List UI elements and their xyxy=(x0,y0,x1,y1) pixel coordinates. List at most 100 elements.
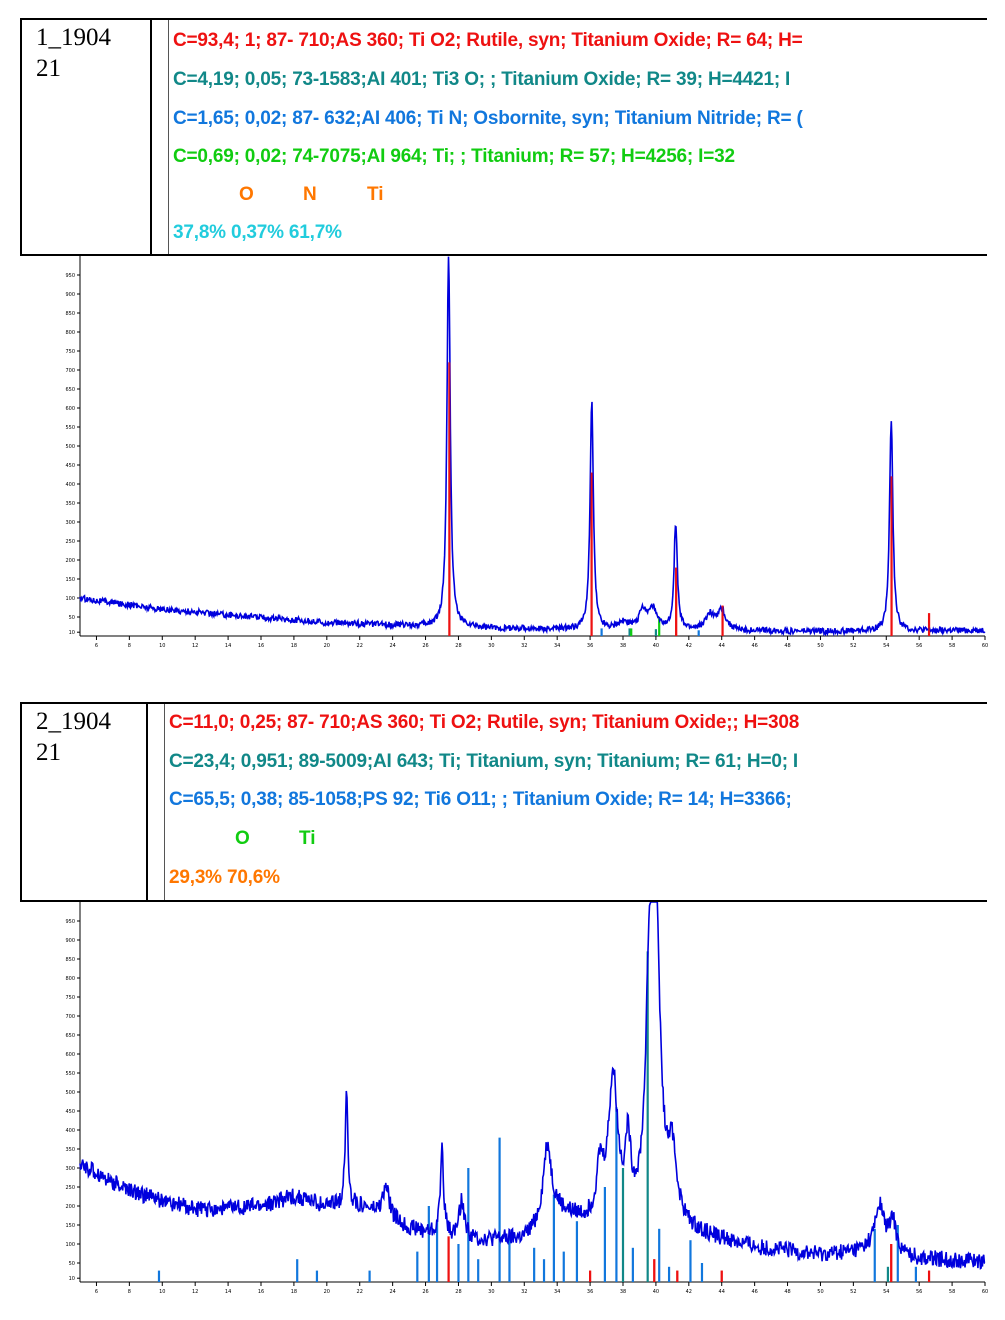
sample-id-line2: 21 xyxy=(36,739,61,766)
x-tick-label: 24 xyxy=(389,643,395,649)
y-tick-label: 700 xyxy=(65,368,75,374)
x-tick-label: 36 xyxy=(587,1289,593,1295)
x-tick-label: 34 xyxy=(554,643,560,649)
y-tick-label: 50 xyxy=(69,1261,75,1267)
sample-id-line1: 2_1904 xyxy=(36,708,111,735)
y-tick-label: 650 xyxy=(65,387,75,393)
sample-id-cell-2: 2_1904 21 xyxy=(22,704,148,900)
sample-id-line1: 1_1904 xyxy=(36,24,111,51)
reference-sticks-overlay xyxy=(448,362,931,636)
x-tick-label: 18 xyxy=(291,643,297,649)
y-tick-label: 600 xyxy=(65,1052,75,1058)
x-tick-label: 58 xyxy=(949,643,955,649)
x-tick-label: 42 xyxy=(686,643,692,649)
x-tick-label: 12 xyxy=(192,643,198,649)
x-tick-label: 8 xyxy=(128,643,131,649)
x-tick-label: 14 xyxy=(225,643,231,649)
x-tick-label: 16 xyxy=(258,643,264,649)
y-tick-label: 500 xyxy=(65,444,75,450)
x-tick-label: 22 xyxy=(357,1289,363,1295)
x-tick-label: 50 xyxy=(817,643,823,649)
x-tick-label: 52 xyxy=(850,643,856,649)
phase-match-1-4: C=0,69; 0,02; 74-7075;AI 964; Ti; ; Tita… xyxy=(173,146,735,167)
x-tick-label: 60 xyxy=(982,643,988,649)
x-tick-label: 54 xyxy=(883,643,889,649)
x-tick-label: 50 xyxy=(817,1289,823,1295)
sample-id-line2: 21 xyxy=(36,55,61,82)
x-tick-label: 10 xyxy=(159,643,165,649)
x-tick-label: 60 xyxy=(982,1289,988,1295)
axes: 1050100150200250300350400450500550600650… xyxy=(65,902,988,1295)
x-tick-label: 42 xyxy=(686,1289,692,1295)
y-tick-label: 800 xyxy=(65,976,75,982)
x-tick-label: 14 xyxy=(225,1289,231,1295)
y-tick-label: 150 xyxy=(65,577,75,583)
y-tick-label: 300 xyxy=(65,520,75,526)
measured-trace xyxy=(79,256,986,637)
x-tick-label: 6 xyxy=(95,1289,98,1295)
y-tick-label: 750 xyxy=(65,349,75,355)
result-table-2: 2_1904 21 C=11,0; 0,25; 87- 710;AS 360; … xyxy=(20,702,987,902)
x-tick-label: 26 xyxy=(422,643,428,649)
x-tick-label: 22 xyxy=(357,643,363,649)
x-tick-label: 48 xyxy=(784,643,790,649)
y-tick-label: 650 xyxy=(65,1033,75,1039)
y-tick-label: 10 xyxy=(69,630,75,636)
reference-sticks-overlay xyxy=(447,1236,931,1282)
x-tick-label: 6 xyxy=(95,643,98,649)
x-tick-label: 28 xyxy=(455,643,461,649)
y-tick-label: 950 xyxy=(65,919,75,925)
fractions-1: 37,8% 0,37% 61,7% xyxy=(173,222,342,243)
x-tick-label: 18 xyxy=(291,1289,297,1295)
x-tick-label: 26 xyxy=(422,1289,428,1295)
y-tick-label: 750 xyxy=(65,995,75,1001)
y-tick-label: 200 xyxy=(65,1204,75,1210)
y-tick-label: 500 xyxy=(65,1090,75,1096)
result-table-1: 1_1904 21 C=93,4; 1; 87- 710;AS 360; Ti … xyxy=(20,18,987,256)
xrd-pattern-2: 1050100150200250300350400450500550600650… xyxy=(65,902,988,1295)
y-tick-label: 200 xyxy=(65,558,75,564)
x-tick-label: 44 xyxy=(719,1289,725,1295)
y-tick-label: 850 xyxy=(65,957,75,963)
y-tick-label: 550 xyxy=(65,425,75,431)
sample-id-cell-1: 1_1904 21 xyxy=(22,20,152,254)
y-tick-label: 250 xyxy=(65,539,75,545)
x-tick-label: 40 xyxy=(653,1289,659,1295)
element-label-1-1: O xyxy=(239,184,254,205)
fractions-2: 29,3% 70,6% xyxy=(169,867,280,888)
x-tick-label: 40 xyxy=(653,643,659,649)
y-tick-label: 250 xyxy=(65,1185,75,1191)
y-tick-label: 400 xyxy=(65,1128,75,1134)
axes: 1050100150200250300350400450500550600650… xyxy=(65,256,988,649)
x-tick-label: 48 xyxy=(784,1289,790,1295)
x-tick-label: 12 xyxy=(192,1289,198,1295)
phase-match-1-3: C=1,65; 0,02; 87- 632;AI 406; Ti N; Osbo… xyxy=(173,108,803,129)
y-tick-label: 350 xyxy=(65,1147,75,1153)
y-tick-label: 900 xyxy=(65,292,75,298)
x-tick-label: 58 xyxy=(949,1289,955,1295)
y-tick-label: 900 xyxy=(65,938,75,944)
measured-trace xyxy=(79,902,986,1270)
reference-sticks xyxy=(448,362,931,636)
phase-list-1: C=93,4; 1; 87- 710;AS 360; Ti O2; Rutile… xyxy=(168,20,987,254)
y-tick-label: 50 xyxy=(69,615,75,621)
y-tick-label: 450 xyxy=(65,1109,75,1115)
element-label-2-1: O xyxy=(235,828,250,849)
element-label-1-2: N xyxy=(303,184,317,205)
x-tick-label: 30 xyxy=(488,643,494,649)
y-tick-label: 100 xyxy=(65,1242,75,1248)
xrd-pattern-1: 1050100150200250300350400450500550600650… xyxy=(65,256,988,649)
y-tick-label: 850 xyxy=(65,311,75,317)
x-tick-label: 38 xyxy=(620,1289,626,1295)
x-tick-label: 46 xyxy=(751,1289,757,1295)
element-label-2-2: Ti xyxy=(299,828,316,849)
y-tick-label: 350 xyxy=(65,501,75,507)
x-tick-label: 36 xyxy=(587,643,593,649)
x-tick-label: 24 xyxy=(389,1289,395,1295)
phase-match-1-2: C=4,19; 0,05; 73-1583;AI 401; Ti3 O; ; T… xyxy=(173,69,791,90)
x-tick-label: 44 xyxy=(719,643,725,649)
y-tick-label: 450 xyxy=(65,463,75,469)
x-tick-label: 8 xyxy=(128,1289,131,1295)
y-tick-label: 600 xyxy=(65,406,75,412)
phase-match-2-2: C=23,4; 0,951; 89-5009;AI 643; Ti; Titan… xyxy=(169,751,798,772)
